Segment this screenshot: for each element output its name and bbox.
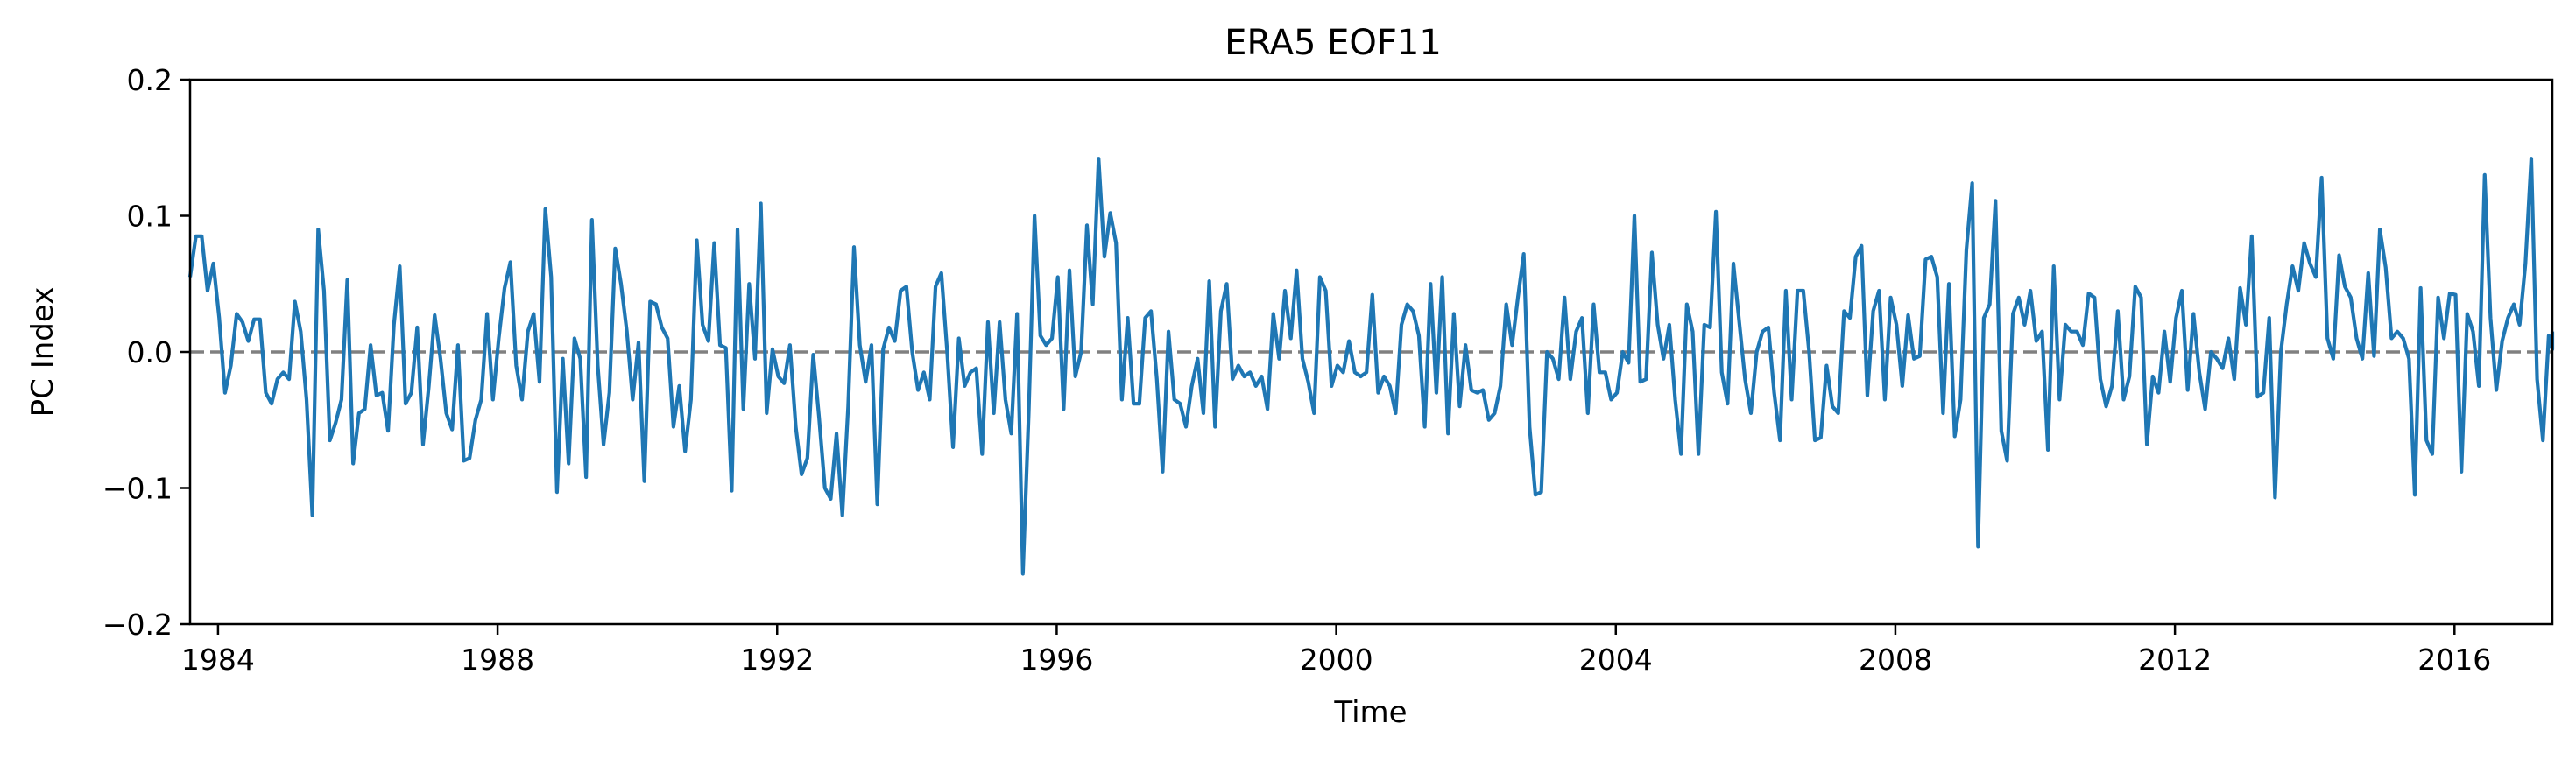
y-tick-label: 0.0 (127, 335, 173, 369)
y-axis-label: PC Index (25, 287, 60, 418)
x-tick-label-2012: 2012 (2138, 643, 2212, 677)
x-tick-label-2008: 2008 (1859, 643, 1932, 677)
plot-area (187, 78, 2555, 626)
x-tick-label-1988: 1988 (461, 643, 534, 677)
x-axis: 1984 1988 1992 1996 2000 2004 2008 2012 2016 (181, 624, 2491, 677)
x-tick-label-2000: 2000 (1300, 643, 1373, 677)
chart-title: ERA5 EOF11 (1224, 23, 1442, 63)
y-tick-label: −0.2 (102, 608, 173, 642)
pc-index-line (187, 157, 2555, 576)
y-tick-label: 0.2 (127, 63, 173, 97)
x-tick-label-1992: 1992 (740, 643, 814, 677)
x-tick-label-2016: 2016 (2417, 643, 2491, 677)
x-tick-label-2004: 2004 (1579, 643, 1653, 677)
x-axis-label: Time (1333, 695, 1407, 730)
x-tick-label-1996: 1996 (1020, 643, 1093, 677)
y-axis: −0.2 −0.1 0.0 0.1 0.2 (102, 63, 190, 642)
x-tick-label-1984: 1984 (181, 643, 255, 677)
y-tick-label: 0.1 (127, 200, 173, 234)
y-tick-label: −0.1 (102, 472, 173, 506)
